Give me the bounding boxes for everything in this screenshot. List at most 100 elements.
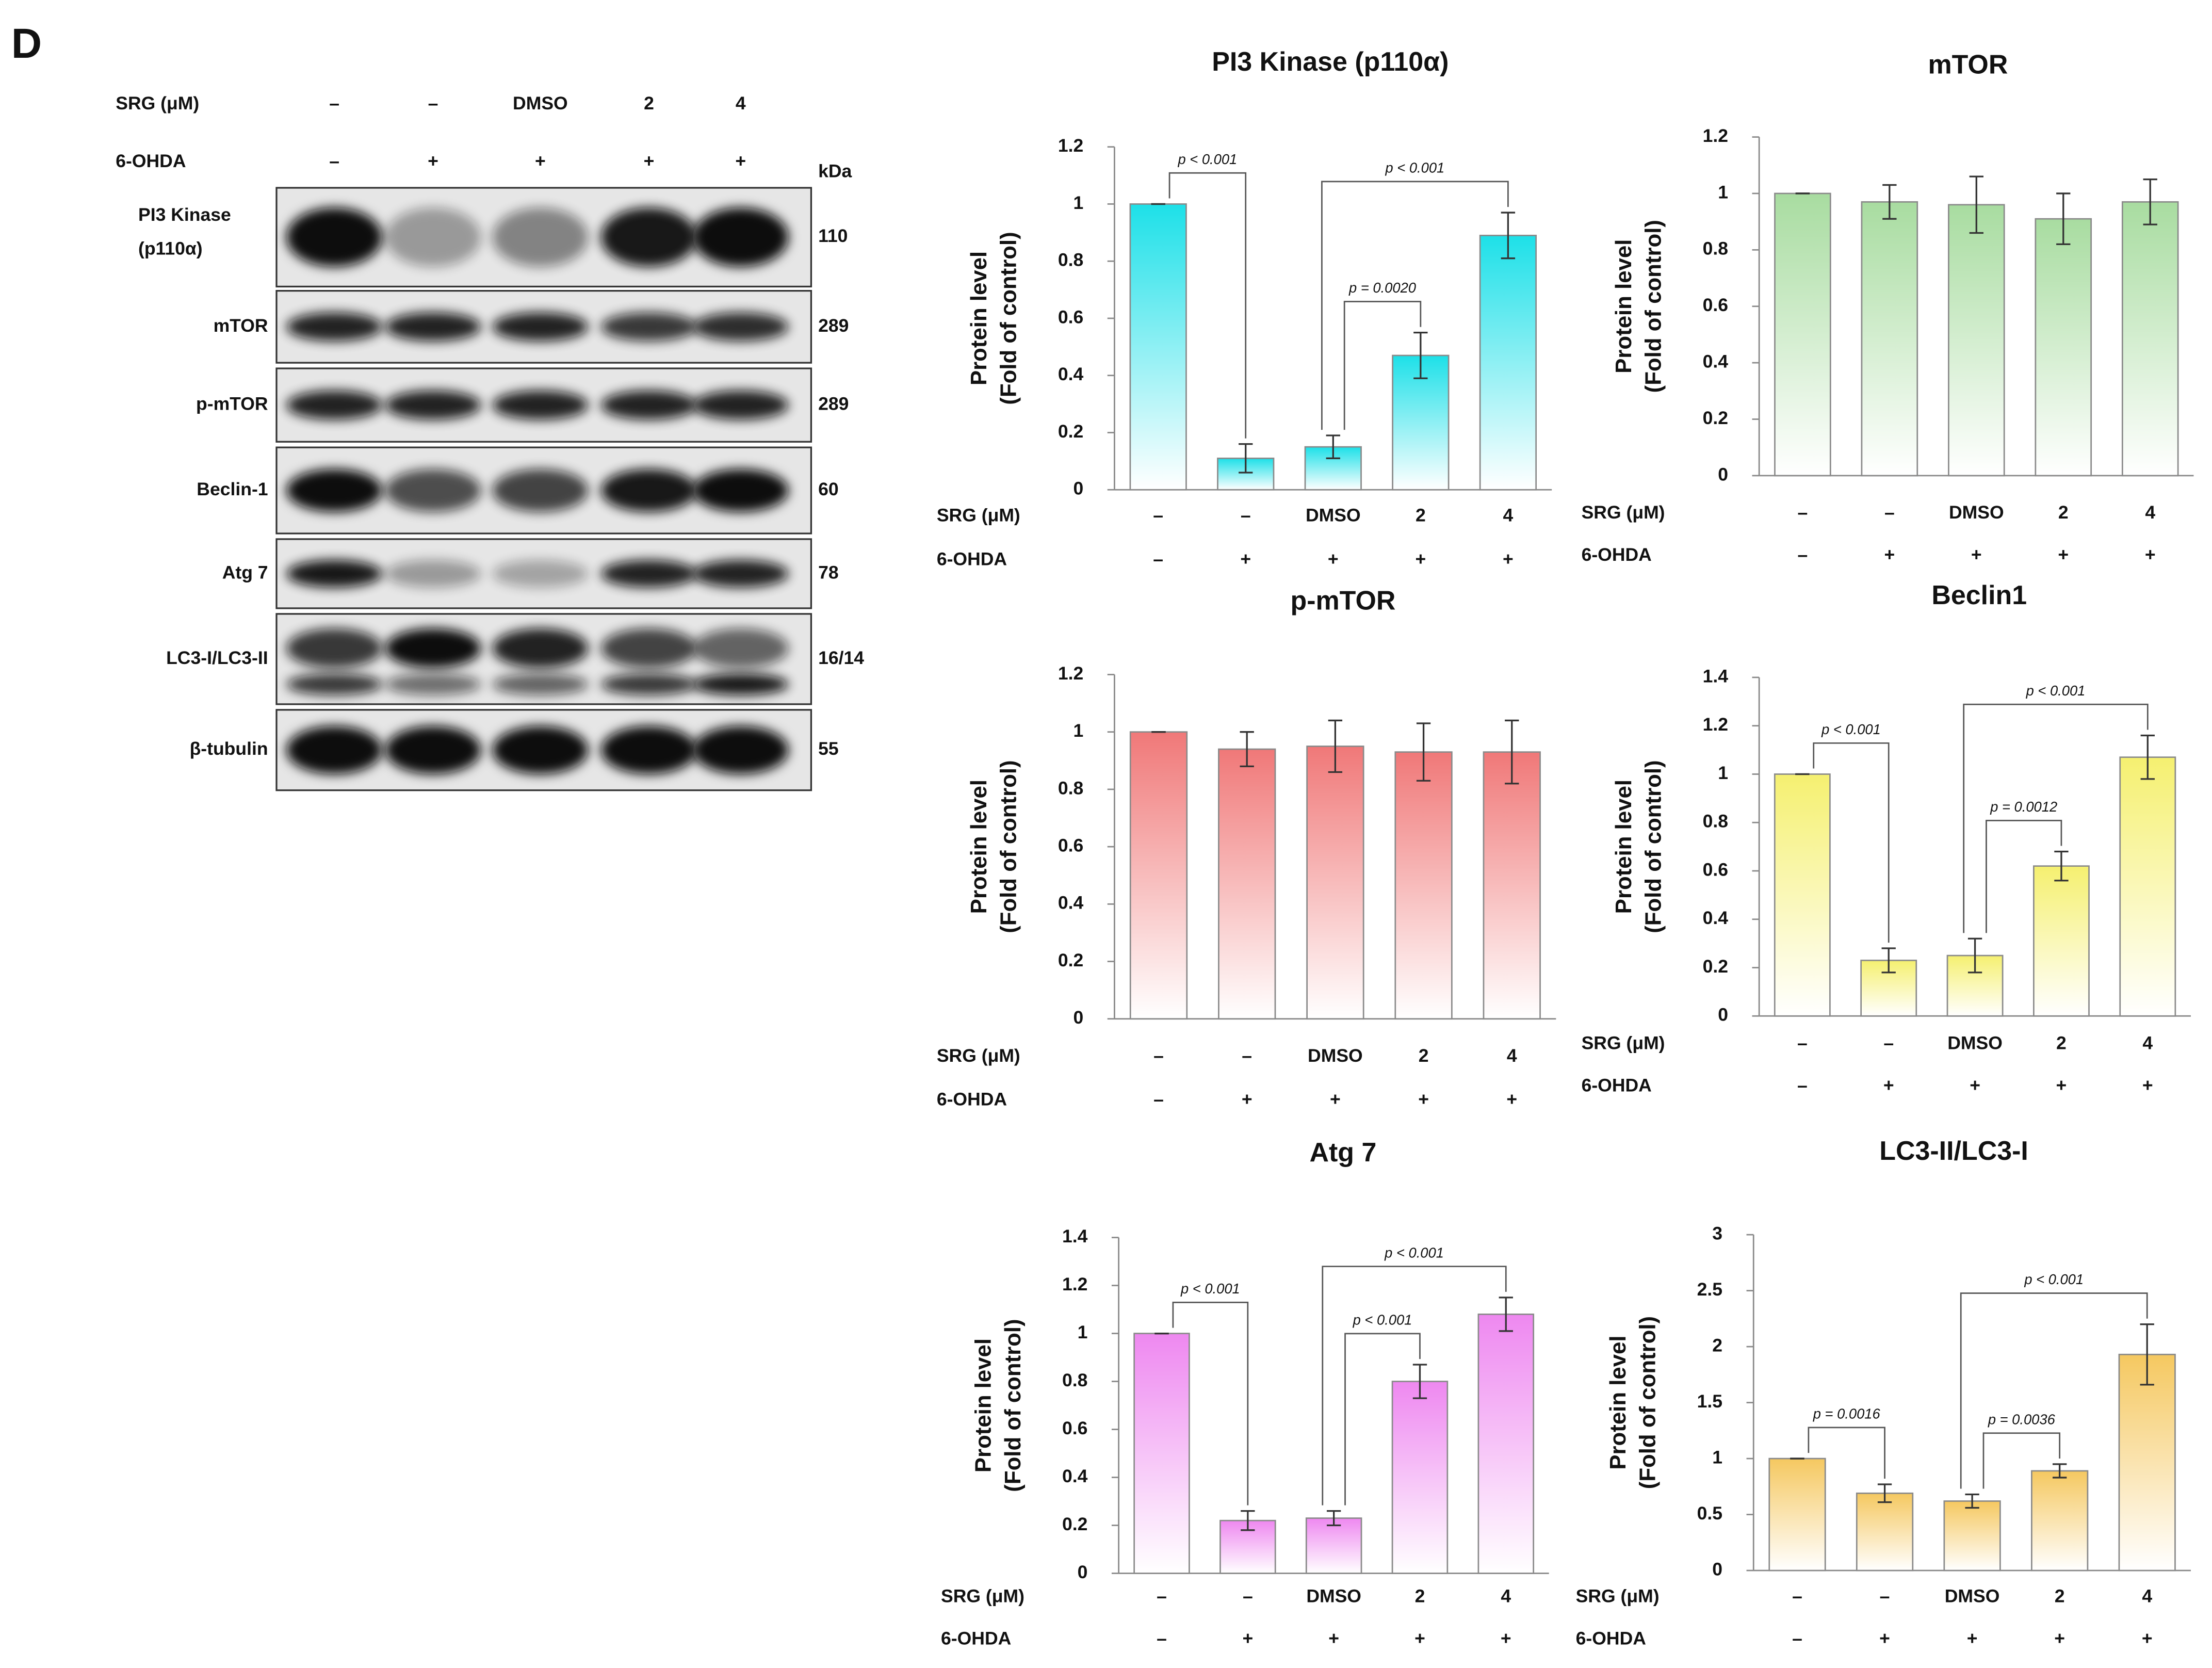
- blot-band: [600, 726, 697, 774]
- bar: [2033, 865, 2090, 1017]
- y-tick-label: 1.5: [1697, 1391, 1722, 1412]
- x-tick-label: –: [1883, 1032, 1894, 1053]
- x-row-label: 6-OHDA: [1576, 1628, 1646, 1648]
- x-tick-label: +: [2058, 544, 2069, 565]
- x-row-label: 6-OHDA: [1582, 544, 1652, 565]
- blot-band: [385, 560, 481, 588]
- y-tick-label: 1.4: [1062, 1226, 1088, 1246]
- blot-band: [286, 726, 383, 774]
- x-tick-label: DMSO: [1949, 502, 2004, 523]
- x-tick-label: +: [1970, 1075, 1980, 1095]
- significance-bracket: [1808, 1427, 1885, 1479]
- x-tick-label: +: [1967, 1628, 1978, 1648]
- lane-label: –: [329, 151, 339, 171]
- x-tick-label: +: [1415, 548, 1426, 569]
- y-axis-label: Protein level: [1605, 1335, 1631, 1469]
- chart-title: PI3 Kinase (p110α): [1212, 47, 1449, 77]
- significance-label: p < 0.001: [1353, 1311, 1412, 1327]
- lane-label: 4: [736, 93, 746, 114]
- y-axis-label: (Fold of control): [1000, 1319, 1026, 1492]
- panel-label: D: [11, 20, 42, 67]
- bar: [1861, 201, 1918, 477]
- bar: [2035, 218, 2092, 477]
- bar: [1768, 1458, 1826, 1572]
- significance-label: p = 0.0016: [1813, 1406, 1881, 1422]
- bar: [2031, 1470, 2089, 1572]
- x-tick-label: –: [1797, 1032, 1808, 1053]
- blot-band: [492, 560, 589, 588]
- bar: [1306, 746, 1364, 1020]
- y-tick-label: 1: [1712, 1447, 1722, 1467]
- x-tick-label: 2: [2056, 1032, 2067, 1053]
- x-tick-label: 4: [1507, 1045, 1517, 1066]
- blot-band: [286, 560, 383, 588]
- bar: [2121, 201, 2179, 477]
- bar: [1483, 751, 1541, 1020]
- bar: [1948, 204, 2005, 477]
- significance-bracket: [1986, 819, 2062, 933]
- x-row-label: 6-OHDA: [1582, 1075, 1652, 1095]
- bar: [1943, 1500, 2001, 1572]
- y-axis-label: (Fold of control): [1635, 1316, 1660, 1489]
- x-tick-label: –: [1242, 1045, 1252, 1066]
- blot-band: [600, 390, 697, 420]
- significance-bracket: [1344, 1333, 1421, 1505]
- blot-row-label: mTOR: [214, 315, 268, 336]
- blot-band: [492, 390, 589, 420]
- bar: [1129, 203, 1187, 491]
- chart-title: LC3-II/LC3-I: [1879, 1136, 2028, 1166]
- blot-row-label: (p110α): [138, 238, 203, 259]
- blot-band: [286, 628, 383, 668]
- x-tick-label: 2: [1419, 1045, 1429, 1066]
- x-tick-label: –: [1153, 505, 1163, 526]
- x-row-label: SRG (μM): [937, 505, 1020, 526]
- x-tick-label: DMSO: [1947, 1032, 2003, 1053]
- y-tick-label: 1: [1718, 763, 1728, 783]
- x-row-label: 6-OHDA: [937, 548, 1007, 569]
- x-tick-label: –: [1884, 502, 1895, 523]
- significance-label: p < 0.001: [1385, 160, 1445, 176]
- lane-label: –: [428, 93, 438, 114]
- x-tick-label: –: [1243, 1585, 1253, 1606]
- blot-row-label: Atg 7: [222, 562, 268, 582]
- x-tick-label: +: [1883, 1075, 1894, 1095]
- y-tick-label: 0.4: [1703, 908, 1729, 928]
- significance-label: p = 0.0020: [1348, 280, 1416, 296]
- y-tick-label: 0: [1718, 1005, 1728, 1025]
- y-tick-label: 0.2: [1058, 421, 1083, 442]
- y-tick-label: 3: [1712, 1223, 1722, 1244]
- bar: [2119, 756, 2176, 1017]
- lane-label: –: [329, 93, 339, 114]
- blot-band: [286, 312, 383, 342]
- significance-bracket: [1168, 172, 1247, 439]
- significance-label: p < 0.001: [1180, 1281, 1240, 1297]
- significance-label: p = 0.0012: [1990, 799, 2057, 815]
- x-row-label: SRG (μM): [1576, 1585, 1660, 1606]
- y-tick-label: 0.6: [1062, 1418, 1087, 1438]
- x-tick-label: –: [1153, 1089, 1164, 1110]
- x-tick-label: +: [1414, 1628, 1425, 1648]
- x-tick-label: 4: [2145, 502, 2155, 523]
- x-tick-label: DMSO: [1945, 1585, 2000, 1606]
- x-tick-label: –: [1792, 1628, 1802, 1648]
- y-tick-label: 0.2: [1703, 408, 1728, 428]
- x-tick-label: +: [1506, 1089, 1517, 1110]
- x-row-label: SRG (μM): [1582, 502, 1665, 523]
- y-tick-label: 0.4: [1058, 364, 1084, 384]
- y-tick-label: 0.4: [1062, 1466, 1088, 1486]
- blot-band: [600, 207, 697, 267]
- x-tick-label: 4: [1503, 505, 1513, 526]
- bar: [1774, 773, 1831, 1017]
- x-tick-label: –: [1880, 1585, 1890, 1606]
- blot-band: [385, 312, 481, 342]
- blot-band: [692, 560, 789, 588]
- y-tick-label: 1: [1073, 192, 1083, 213]
- y-tick-label: 0.8: [1703, 238, 1728, 259]
- y-tick-label: 1.2: [1062, 1274, 1087, 1294]
- y-tick-label: 0.8: [1058, 778, 1083, 798]
- y-tick-label: 1.2: [1058, 135, 1083, 156]
- x-tick-label: +: [2054, 1628, 2065, 1648]
- y-tick-label: 0: [1073, 478, 1083, 499]
- kda-value: 110: [818, 225, 848, 246]
